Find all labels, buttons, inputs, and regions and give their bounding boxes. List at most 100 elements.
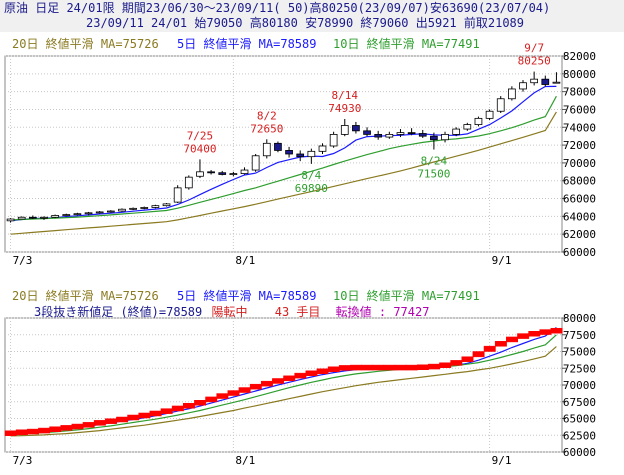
renko-brick <box>105 418 117 424</box>
candle-body <box>274 142 282 151</box>
annotation-date: 8/24 <box>421 155 448 168</box>
annotation-date: 8/14 <box>332 89 359 102</box>
renko-info-status: 陽転中 <box>211 304 247 319</box>
upper-y-tick-label: 74000 <box>563 121 596 134</box>
candle-body <box>452 128 461 135</box>
candle-body <box>541 78 550 85</box>
renko-brick <box>294 372 307 379</box>
lower-legend-ma5: 5日 終値平滑 MA=78589 <box>177 288 316 303</box>
lower-y-tick-label: 80000 <box>563 312 596 325</box>
renko-brick <box>93 420 106 426</box>
renko-info-count: 43 手目 <box>275 305 321 319</box>
header-ohlc-line: 23/09/11 24/01 始79050 高80180 安78990 終790… <box>86 16 525 30</box>
annotation-value: 72650 <box>250 122 283 135</box>
upper-y-tick-label: 72000 <box>563 139 596 152</box>
lower-legend-ma10: 10日 終値平滑 MA=77491 <box>333 288 480 303</box>
renko-brick <box>539 329 552 335</box>
candle-body <box>385 133 394 138</box>
renko-brick <box>4 430 17 436</box>
renko-brick <box>338 365 351 371</box>
renko-brick <box>528 330 541 337</box>
candle-body <box>530 78 539 84</box>
upper-x-tick-label: 8/1 <box>235 254 255 267</box>
renko-brick <box>205 396 218 403</box>
candle-body <box>485 110 494 119</box>
renko-brick <box>71 423 84 430</box>
renko-brick <box>283 375 296 382</box>
annotation-value: 80250 <box>518 55 551 68</box>
candle-body <box>51 215 59 218</box>
upper-y-tick-label: 64000 <box>563 210 596 223</box>
annotation-date: 8/2 <box>257 109 277 122</box>
renko-brick <box>171 405 184 412</box>
lower-x-tick-label: 7/3 <box>13 454 33 467</box>
candle-body <box>218 172 227 175</box>
lower-x-axis: 7/3 8/1 9/1 <box>13 454 512 467</box>
candle-body <box>62 214 71 216</box>
renko-brick <box>327 366 340 373</box>
renko-brick <box>405 364 418 371</box>
candle-body <box>40 216 48 219</box>
annotation-date: 8/4 <box>301 169 321 182</box>
renko-info: 3段抜き新値足 (終値)=78589 陽転中 43 手目 転換値 : 77427 <box>34 304 429 319</box>
candle-body <box>352 125 360 132</box>
candlestick-series <box>6 71 561 223</box>
renko-brick <box>238 387 251 393</box>
candle-body <box>129 207 137 210</box>
renko-brick <box>272 378 285 384</box>
upper-y-tick-label: 78000 <box>563 86 596 99</box>
candle-body <box>173 187 182 203</box>
upper-y-tick-label: 66000 <box>563 193 596 206</box>
candle-body <box>508 88 516 100</box>
candle-body <box>430 135 438 141</box>
renko-brick <box>60 425 73 431</box>
renko-brick <box>260 380 273 387</box>
annotation-date: 9/7 <box>524 42 544 55</box>
candle-body <box>340 125 349 135</box>
renko-brick <box>372 364 385 371</box>
renko-series <box>4 327 563 436</box>
candle-body <box>118 208 126 212</box>
annotation-value: 71500 <box>417 168 450 181</box>
candle-body <box>106 210 115 213</box>
annotation-date: 7/25 <box>187 129 214 142</box>
annotation-value: 69890 <box>295 182 328 195</box>
renko-brick <box>249 383 262 390</box>
renko-brick <box>138 412 151 419</box>
candle-body <box>17 216 26 220</box>
renko-brick <box>494 341 507 347</box>
lower-y-tick-label: 72500 <box>563 362 596 375</box>
renko-brick <box>227 390 240 396</box>
upper-plot-area <box>4 55 563 253</box>
upper-legend-ma10: 10日 終値平滑 MA=77491 <box>333 36 480 51</box>
lower-ma10-line <box>10 334 557 435</box>
upper-y-tick-label: 60000 <box>563 246 596 259</box>
candle-body <box>6 218 15 222</box>
renko-brick <box>38 427 51 434</box>
candle-body <box>407 132 416 135</box>
candle-body <box>329 133 338 147</box>
candle-body <box>396 132 405 135</box>
lower-y-tick-label: 65000 <box>563 413 596 426</box>
upper-ma5-line <box>10 85 557 222</box>
renko-brick <box>428 363 441 370</box>
candle-body <box>262 142 271 157</box>
renko-info-reversal: 転換値 : 77427 <box>336 304 430 319</box>
renko-brick <box>550 327 563 334</box>
candle-body <box>307 150 316 158</box>
lower-panel: 60000 62500 65000 67500 70000 72500 75000 77500… <box>4 288 596 467</box>
renko-brick <box>116 416 129 423</box>
candle-body <box>207 171 215 174</box>
candle-body <box>95 211 104 214</box>
candle-body <box>463 124 472 130</box>
renko-brick <box>127 414 140 421</box>
upper-y-tick-label: 68000 <box>563 175 596 188</box>
renko-brick <box>439 362 452 368</box>
renko-brick <box>383 364 396 371</box>
candle-body <box>363 130 371 135</box>
upper-legend-ma20: 20日 終値平滑 MA=75726 <box>12 36 159 51</box>
renko-brick <box>149 410 162 417</box>
